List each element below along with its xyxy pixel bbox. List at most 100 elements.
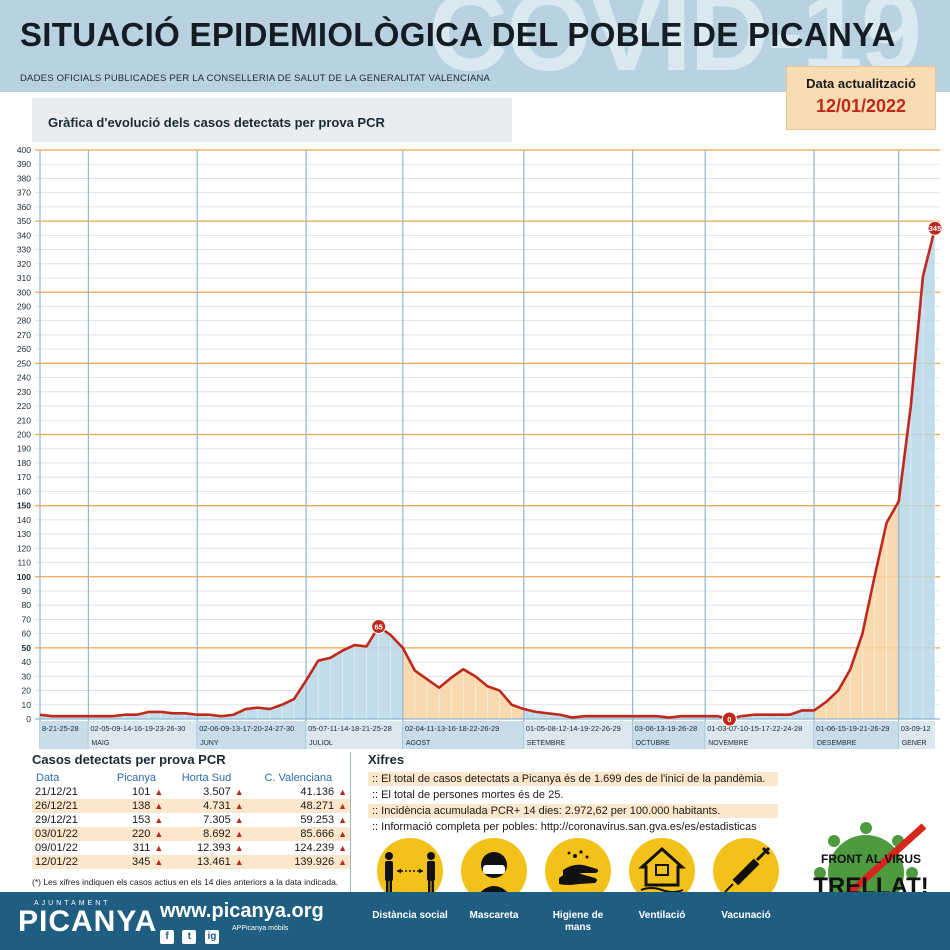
month-label: NOVEMBRE — [708, 740, 748, 747]
y-tick-label: 150 — [17, 501, 31, 511]
website-link[interactable]: www.picanya.org — [160, 900, 324, 922]
month-band — [705, 721, 815, 749]
cell-value: 03/01/22 — [35, 828, 78, 840]
up-arrow-icon: ▲ — [338, 801, 347, 811]
up-arrow-icon: ▲ — [234, 787, 244, 797]
page-title: SITUACIÓ EPIDEMIOLÒGICA DEL POBLE DE PIC… — [20, 16, 896, 53]
figures-panel: Xifres :: El total de casos detectats a … — [368, 752, 778, 836]
month-label: DESEMBRE — [817, 740, 857, 747]
cell-value: 124.239 — [294, 842, 335, 854]
measure-label: Ventilació — [638, 910, 686, 921]
cell-value: 138 — [132, 800, 151, 812]
up-arrow-icon: ▲ — [234, 815, 244, 825]
table-cell: 138 ▲ — [106, 799, 167, 813]
y-tick-label: 40 — [22, 657, 32, 667]
table-cell: 12/01/22 — [32, 855, 107, 869]
y-tick-label: 100 — [17, 572, 31, 582]
col-header: C. Valenciana — [264, 772, 333, 784]
month-band — [632, 721, 706, 749]
y-tick-label: 80 — [22, 600, 32, 610]
up-arrow-icon: ▲ — [338, 787, 347, 797]
instagram-icon[interactable]: ig — [204, 930, 219, 944]
page-subtitle: DADES OFICIALS PUBLICADES PER LA CONSELL… — [20, 73, 491, 84]
y-tick-label: 250 — [17, 358, 31, 368]
update-date: 12/01/2022 — [815, 96, 907, 116]
chart-title: Gràfica d'evolució dels casos detectats … — [48, 115, 385, 130]
y-tick-label: 240 — [17, 373, 31, 383]
table-row: 03/01/22 220 ▲ 8.692 ▲ 85.666 ▲ — [32, 827, 350, 841]
x-tick-labels: 03-09-12 — [901, 724, 931, 733]
y-tick-label: 300 — [17, 287, 31, 297]
y-tick-label: 270 — [17, 330, 31, 340]
x-tick-labels: 05-07-11-14-18-21-25-28 — [308, 724, 392, 733]
y-tick-label: 50 — [22, 643, 32, 653]
y-tick-label: 280 — [17, 316, 31, 326]
month-label: AGOST — [406, 740, 431, 747]
cell-value: 09/01/22 — [35, 842, 78, 854]
table-cell: 124.239 ▲ — [247, 841, 350, 855]
y-tick-label: 90 — [22, 586, 32, 596]
y-tick-label: 70 — [22, 614, 32, 624]
table-cell: 8.692 ▲ — [166, 827, 247, 841]
month-area — [197, 680, 307, 719]
divider — [350, 752, 351, 892]
table-cell: 85.666 ▲ — [246, 827, 350, 841]
table-row: 29/12/21 153 ▲ 7.305 ▲ 59.253 ▲ — [32, 813, 350, 827]
data-point-marker — [927, 220, 943, 236]
measure-label: Distància social — [372, 910, 448, 921]
data-point-label: 0 — [727, 715, 731, 724]
table-row: 12/01/22 345 ▲ 13.461 ▲ 139.926 ▲ — [32, 855, 350, 869]
y-tick-label: 20 — [22, 686, 32, 696]
cell-value: 4.731 — [203, 800, 231, 812]
facebook-icon[interactable]: f — [160, 930, 174, 944]
up-arrow-icon: ▲ — [234, 857, 244, 867]
update-label: Data actualització — [806, 76, 916, 91]
page-footer: AJUNTAMENT PICANYA www.picanya.org f t i… — [0, 892, 950, 950]
month-band — [814, 721, 899, 749]
y-tick-label: 110 — [17, 558, 31, 568]
month-area — [898, 228, 935, 720]
measure-label: Vacunació — [721, 910, 771, 921]
y-tick-label: 400 — [17, 145, 31, 155]
x-tick-labels: 02-04-11-13-16-18-22-26-29 — [405, 724, 500, 733]
y-tick-label: 160 — [17, 486, 31, 496]
up-arrow-icon: ▲ — [154, 829, 164, 839]
update-date-box: Data actualització 12/01/2022 — [786, 66, 936, 130]
cell-value: 85.666 — [300, 828, 335, 840]
figures-line: :: Informació completa per pobles: http:… — [372, 821, 757, 833]
campaign-line1: FRONT AL VIRUS — [821, 852, 921, 866]
month-band — [40, 721, 89, 749]
y-tick-label: 380 — [17, 173, 31, 183]
y-tick-label: 30 — [22, 671, 32, 681]
y-tick-label: 340 — [17, 230, 31, 240]
cell-value: 13.461 — [197, 856, 231, 868]
y-tick-label: 0 — [26, 714, 31, 724]
y-tick-label: 310 — [17, 273, 31, 283]
x-tick-labels: 02-05-09-14-16-19-23-26-30 — [90, 724, 185, 733]
table-row: 26/12/21 138 ▲ 4.731 ▲ 48.271 ▲ — [32, 799, 350, 813]
table-cell: 26/12/21 — [32, 799, 107, 813]
cell-value: 139.926 — [294, 856, 335, 868]
cases-note: (*) Les xifres indiquen els casos actius… — [32, 877, 339, 887]
table-row: 09/01/22 311 ▲ 12.393 ▲ 124.239 ▲ — [32, 841, 350, 855]
col-header: Data — [36, 772, 60, 784]
up-arrow-icon: ▲ — [154, 857, 164, 867]
x-tick-labels: 01-05-08-12-14-19-22-26-29 — [526, 724, 621, 733]
y-tick-label: 200 — [17, 430, 31, 440]
twitter-icon[interactable]: t — [182, 930, 197, 944]
month-label: MAIG — [91, 740, 109, 747]
cell-value: 101 — [132, 786, 151, 798]
cell-value: 7.305 — [203, 814, 231, 826]
month-area — [814, 501, 899, 719]
cell-value: 29/12/21 — [35, 814, 78, 826]
table-cell: 345 ▲ — [106, 855, 167, 869]
up-arrow-icon: ▲ — [234, 829, 244, 839]
col-header: Picanya — [116, 772, 157, 784]
app-link[interactable]: APPicanya mòbils — [232, 925, 289, 932]
table-row: 21/12/21 101 ▲ 3.507 ▲ 41.136 ▲ — [32, 785, 350, 799]
month-label: JULIOL — [309, 740, 333, 747]
measure-label: Higiene de mans — [552, 910, 604, 933]
table-cell: 09/01/22 — [32, 841, 107, 855]
cell-value: 12.393 — [197, 842, 231, 854]
month-label: SETEMBRE — [527, 740, 566, 747]
